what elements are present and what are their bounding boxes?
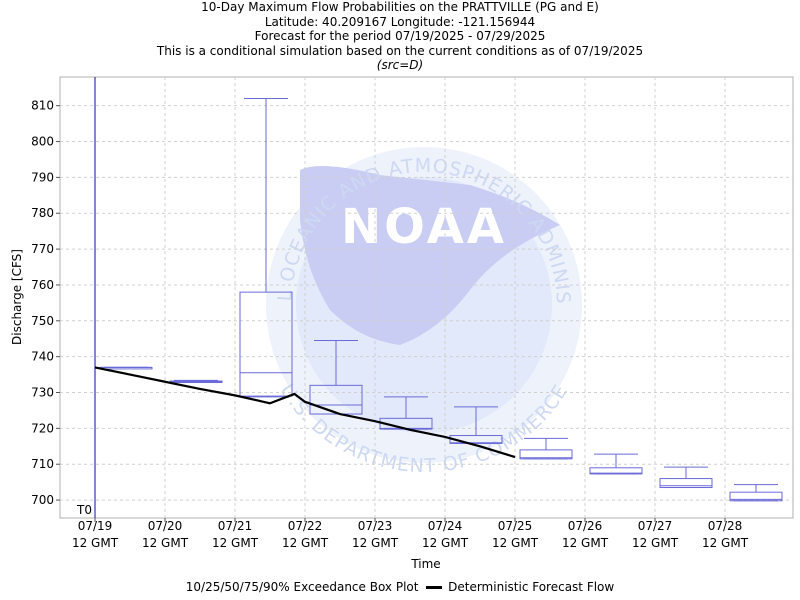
x-tick-label-date: 07/26	[568, 519, 603, 533]
x-tick-label-time: 12 GMT	[632, 536, 679, 550]
box-iqr	[449, 435, 503, 444]
x-tick-label-time: 12 GMT	[212, 536, 259, 550]
y-tick-label: 810	[31, 99, 54, 113]
box-plot	[449, 406, 503, 444]
y-tick-label: 720	[31, 421, 54, 435]
box-plot	[729, 484, 783, 502]
chart-subtitle-location: Latitude: 40.209167 Longitude: -121.1569…	[264, 14, 536, 29]
chart-titles: 10-Day Maximum Flow Probabilities on the…	[0, 0, 800, 73]
y-tick-label: 770	[31, 242, 54, 256]
x-tick-label-date: 07/22	[288, 519, 323, 533]
y-tick-label: 740	[31, 350, 54, 364]
box-iqr	[729, 491, 783, 502]
y-tick-label: 730	[31, 386, 54, 400]
box-iqr	[589, 467, 643, 475]
x-axis-title: Time	[410, 557, 440, 571]
box-iqr	[659, 478, 713, 489]
box-plot	[659, 466, 713, 489]
box-plot	[519, 437, 573, 460]
x-tick-label-time: 12 GMT	[142, 536, 189, 550]
x-tick-label-time: 12 GMT	[422, 536, 469, 550]
box-iqr	[239, 291, 293, 397]
y-tick-label: 760	[31, 278, 54, 292]
chart-title: 10-Day Maximum Flow Probabilities on the…	[201, 0, 599, 14]
box-plot	[239, 98, 293, 398]
x-tick-label-time: 12 GMT	[492, 536, 539, 550]
y-tick-label: 750	[31, 314, 54, 328]
x-tick-label-date: 07/19	[78, 519, 113, 533]
legend-line-label: Deterministic Forecast Flow	[448, 580, 615, 594]
x-tick-label-date: 07/21	[218, 519, 253, 533]
x-tick-label-time: 12 GMT	[702, 536, 749, 550]
y-tick-label: 780	[31, 206, 54, 220]
x-tick-label-date: 07/24	[428, 519, 463, 533]
x-tick-label-date: 07/27	[638, 519, 673, 533]
x-tick-label-time: 12 GMT	[352, 536, 399, 550]
y-tick-label: 790	[31, 170, 54, 184]
deterministic-forecast-line	[94, 366, 516, 459]
legend-line-swatch	[426, 586, 443, 589]
x-tick-label-date: 07/20	[148, 519, 183, 533]
y-tick-label: 700	[31, 493, 54, 507]
axes: 700 710 720 730 740 750 760 770 780 790 800 810 07/1…	[31, 99, 749, 550]
t0-marker: T0	[76, 77, 96, 518]
box-plot	[169, 379, 223, 384]
x-tick-label-date: 07/23	[358, 519, 393, 533]
deterministic-forecast	[94, 366, 516, 459]
x-tick-label-date: 07/28	[708, 519, 743, 533]
y-tick-label: 800	[31, 135, 54, 149]
x-tick-label-date: 07/25	[498, 519, 533, 533]
legend-box-label: 10/25/50/75/90% Exceedance Box Plot	[185, 580, 419, 594]
chart-subtitle-conditions: This is a conditional simulation based o…	[156, 43, 644, 58]
y-tick-label: 710	[31, 457, 54, 471]
x-tick-label-time: 12 GMT	[72, 536, 119, 550]
box-iqr	[519, 449, 573, 460]
box-plot	[589, 453, 643, 475]
box-plot	[309, 340, 363, 415]
noaa-bird-shape	[300, 166, 560, 345]
chart-subtitle-period: Forecast for the period 07/19/2025 - 07/…	[254, 29, 546, 43]
t0-label: T0	[76, 503, 92, 517]
x-tick-label-time: 12 GMT	[562, 536, 609, 550]
chart-legend: 10/25/50/75/90% Exceedance Box Plot Dete…	[0, 580, 800, 594]
chart-source: (src=D)	[376, 58, 424, 72]
y-axis-title: Discharge [CFS]	[10, 249, 24, 345]
box-plots	[99, 98, 783, 502]
noaa-logo-text: NOAA	[341, 199, 507, 255]
box-iqr	[309, 384, 363, 415]
x-tick-label-time: 12 GMT	[282, 536, 329, 550]
